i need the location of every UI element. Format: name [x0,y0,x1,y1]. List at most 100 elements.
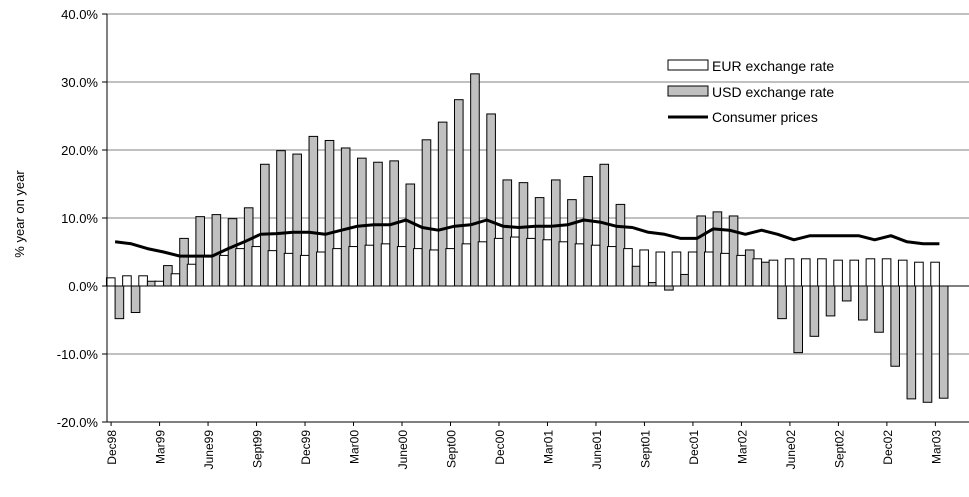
usd-bar [130,285,141,314]
eur-bar [235,248,245,287]
eur-bar [590,244,601,287]
y-tick-label: 0.0% [68,279,98,294]
x-tick-label: Sept00 [445,430,459,468]
x-tick-label: June01 [590,430,604,470]
eur-bar [380,243,391,287]
x-tick-label: Mar00 [348,430,362,464]
eur-bar [526,237,536,287]
x-tick-label: Dec01 [687,430,701,465]
legend-usd: USD exchange rate [667,84,834,100]
eur-bar [833,259,843,287]
cpi-line-path [114,218,940,258]
y-tick-label: 20.0% [61,143,98,158]
usd-bar [664,285,674,291]
x-tick-labels: Dec98 Mar99 June99 Sept99 Dec99 Mar00 June00 Se… [105,430,943,470]
usd-bar [922,285,933,403]
eur-bar [429,249,439,287]
eur-bar [623,248,633,287]
usd-bar [793,285,804,354]
axes [102,13,969,426]
usd-bar [890,285,900,367]
legend-label: EUR exchange rate [712,58,834,74]
eur-bar [607,246,617,287]
eur-bar [396,246,407,287]
eur-bar [154,280,165,287]
x-tick-label: Dec00 [493,430,507,465]
eur-bar [655,251,666,287]
eur-bar [897,259,908,287]
legend-cpi: Consumer prices [668,109,818,125]
eur-bar [558,241,569,287]
eur-bar [105,277,116,287]
eur-bar [687,251,698,287]
eur-bar [671,251,682,287]
y-tick-label: -10.0% [57,347,99,362]
eur-bar [574,243,585,287]
eur-bar [170,273,181,287]
eur-bar [299,254,310,287]
x-tick-label: Mar03 [929,430,943,464]
eur-bar [348,246,359,287]
eur-bar [542,239,552,287]
x-tick-label: June99 [202,430,216,470]
x-tick-label: Mar01 [542,430,556,464]
usd-bar [874,285,884,333]
x-tick-label: Mar99 [154,430,168,464]
x-tick-label: Sept99 [251,430,265,468]
eur-bar [445,248,455,287]
eur-bar [720,252,730,287]
legend-label: USD exchange rate [712,84,834,100]
eur-bar [639,249,649,287]
eur-bar [122,275,132,287]
eur-bar [364,244,375,287]
eur-bar [914,261,924,287]
x-tick-label: Dec98 [105,430,119,465]
y-tick-label: 40.0% [61,7,98,22]
usd-bar [114,285,125,320]
y-tick-labels: -20.0% -10.0% 0.0% 10.0% 20.0% 30.0% 40.0% [57,7,99,430]
y-axis-title: % year on year [12,170,27,258]
usd-bar [809,285,820,337]
eur-bar [865,258,876,287]
x-tick-label: June00 [396,430,410,470]
cpi-line [114,218,940,258]
usd-bar [938,285,949,399]
legend-label: Consumer prices [712,109,818,125]
eur-bar [817,258,827,287]
legend-eur: EUR exchange rate [667,58,834,74]
x-tick-label: Mar02 [735,430,749,464]
eur-bar [316,251,326,287]
eur-bar [477,241,488,287]
eur-bar [784,258,795,287]
eur-bar [800,258,811,287]
eur-bar [267,250,278,287]
x-tick-label: Dec02 [881,430,895,465]
eur-bar [703,251,714,287]
eur-bar [736,254,746,287]
usd-bar [858,285,868,321]
eur-bar [138,275,148,287]
usd-bar [841,285,852,302]
eur-bar [493,237,504,287]
y-tick-label: 30.0% [61,75,98,90]
eur-bar [413,248,423,287]
eur-bar [186,263,197,287]
usd-bar [906,285,917,400]
eur-bar [251,246,262,287]
eur-bar [930,261,940,287]
legend-swatch [667,59,709,71]
bars [105,73,949,403]
legend-swatch [667,85,709,97]
eur-bar [461,243,472,287]
y-tick-label: 10.0% [61,211,98,226]
x-tick-label: June02 [784,430,798,470]
eur-bar [219,254,229,287]
y-tick-label: -20.0% [57,415,99,430]
eur-bar [752,258,763,287]
eur-bar [510,236,520,287]
usd-bar [825,285,836,317]
eur-bar [332,248,342,287]
x-tick-label: Dec99 [299,430,313,465]
eur-bar [849,259,860,287]
